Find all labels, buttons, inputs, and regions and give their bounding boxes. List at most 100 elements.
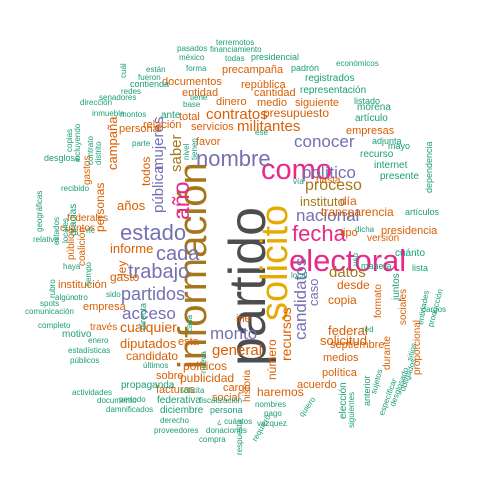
word-trabajo: trabajo [128, 261, 190, 283]
word-geograficas: geográficas [35, 190, 44, 232]
word-candidato: candidato [126, 349, 179, 363]
word-cuantos-q: ¿ cuántos [217, 417, 253, 426]
word-general: general [212, 342, 263, 359]
word-algun: algún [55, 293, 75, 302]
word-federales: federales [67, 213, 109, 224]
word-juntos: juntos [391, 273, 402, 300]
word-tienen: tienen [190, 138, 199, 160]
word-dicha: dicha [355, 225, 375, 234]
word-formato: formato [373, 284, 384, 318]
word-desglose: desglose [44, 153, 81, 163]
word-facturas: facturas [156, 384, 196, 396]
word-direccion: dirección [80, 98, 113, 107]
word-proceso: proceso [305, 177, 362, 194]
word-publicos: públicos [70, 356, 100, 365]
word-dinero: dinero [216, 96, 247, 108]
word-politicos: políticos [183, 359, 228, 373]
word-politica: política [322, 367, 357, 379]
word-persona: persona [210, 405, 243, 415]
word-ano: año [168, 181, 194, 220]
word-otro: otro [74, 293, 88, 302]
word-sujetos: sujetos [369, 368, 385, 396]
word-desde: desde [337, 278, 370, 292]
word-anos: años [117, 198, 146, 213]
word-durante: durante [382, 336, 393, 370]
word-diputados: diputados [120, 336, 177, 351]
word-recurso: recurso [360, 149, 394, 160]
word-gasto: gasto [110, 270, 140, 284]
word-relativa: relativa [33, 235, 59, 244]
word-empresas: empresas [346, 125, 395, 137]
word-redes: redes [121, 87, 142, 96]
word-comunicacion: comunicación [25, 307, 74, 316]
word-federal: federal [328, 323, 368, 338]
word-lista: lista [412, 263, 429, 273]
word-rfc: rfc [86, 226, 95, 235]
word-cargo: cargo [223, 382, 251, 394]
word-relacion: relación [143, 119, 182, 131]
word-documento: documento [97, 396, 137, 405]
word-tiene: tiene [190, 93, 208, 102]
word-presente: presente [380, 171, 419, 182]
word-siguiente: siguiente [295, 97, 340, 109]
word-medio: medio [257, 97, 287, 109]
word-donaciones: donaciones [206, 426, 247, 435]
word-instituto: instituto [300, 194, 345, 209]
word-monto: monto [210, 324, 258, 343]
word-internet: internet [374, 160, 408, 171]
word-compra: compra [199, 435, 226, 444]
word-via: vía [293, 177, 304, 186]
word-personal: personal [119, 123, 162, 135]
word-social: social [212, 392, 241, 404]
word-periodo: periodo [119, 395, 146, 404]
word-sobre: sobre [156, 370, 184, 382]
word-presidencial: presidencial [251, 52, 300, 62]
word-nueva: nueva [199, 351, 208, 373]
word-listado: listado [354, 96, 381, 106]
word-empresa: empresa [83, 301, 126, 313]
word-forma: forma [186, 64, 207, 73]
word-padron: padrón [291, 63, 320, 73]
word-fiscalizacion: fiscalización [199, 396, 243, 405]
word-cuanto: cuánto [395, 248, 426, 259]
word-inmueble: inmueble [92, 109, 125, 118]
word-base: base [183, 100, 201, 109]
word-institucion: institución [58, 279, 107, 291]
word-articulo: artículo [355, 113, 388, 124]
word-haremos: haremos [257, 385, 304, 399]
word-acceso: acceso [122, 304, 176, 323]
word-esta: esta [178, 336, 199, 348]
word-numero: número [265, 339, 279, 380]
word-economicos: económicos [336, 59, 379, 68]
word-sido: sido [106, 290, 121, 299]
word-septiembre: septiembre [330, 339, 385, 351]
word-acuerdo: acuerdo [297, 379, 337, 391]
word-cuantos: cuántos [60, 223, 96, 234]
word-articulos: artículos [405, 207, 440, 217]
word-recursos: recursos [278, 307, 294, 361]
word-distrito: distrito [94, 141, 103, 165]
word-electoral: electoral [289, 243, 407, 278]
word-publica: pública [150, 165, 167, 213]
word-todas: todas [225, 54, 245, 63]
word-locales: locales [61, 218, 70, 243]
word-completo: completo [38, 321, 71, 330]
word-personas: personas [93, 182, 107, 232]
word-morena: morena [357, 102, 391, 113]
word-cual: cuál [119, 63, 128, 78]
word-adjunta: adjunta [372, 136, 402, 146]
word-caso: caso [306, 278, 321, 306]
word-gracias: gracias [68, 203, 79, 236]
word-representacion: representación [300, 85, 367, 96]
word-senadores: senadores [99, 93, 137, 102]
word-registrados: registrados [305, 73, 355, 84]
word-partidos: partidos [121, 284, 186, 304]
word-ultimos: últimos [143, 361, 169, 370]
word-actividades: actividades [72, 388, 113, 397]
word-entidad: entidad [182, 87, 219, 99]
word-historia: historia [242, 369, 253, 402]
word-nacional: nacional [296, 206, 360, 225]
word-presupuesto: presupuesto [263, 106, 330, 120]
word-contienda: contienda [130, 79, 170, 89]
word-derecho: derecho [160, 416, 189, 425]
